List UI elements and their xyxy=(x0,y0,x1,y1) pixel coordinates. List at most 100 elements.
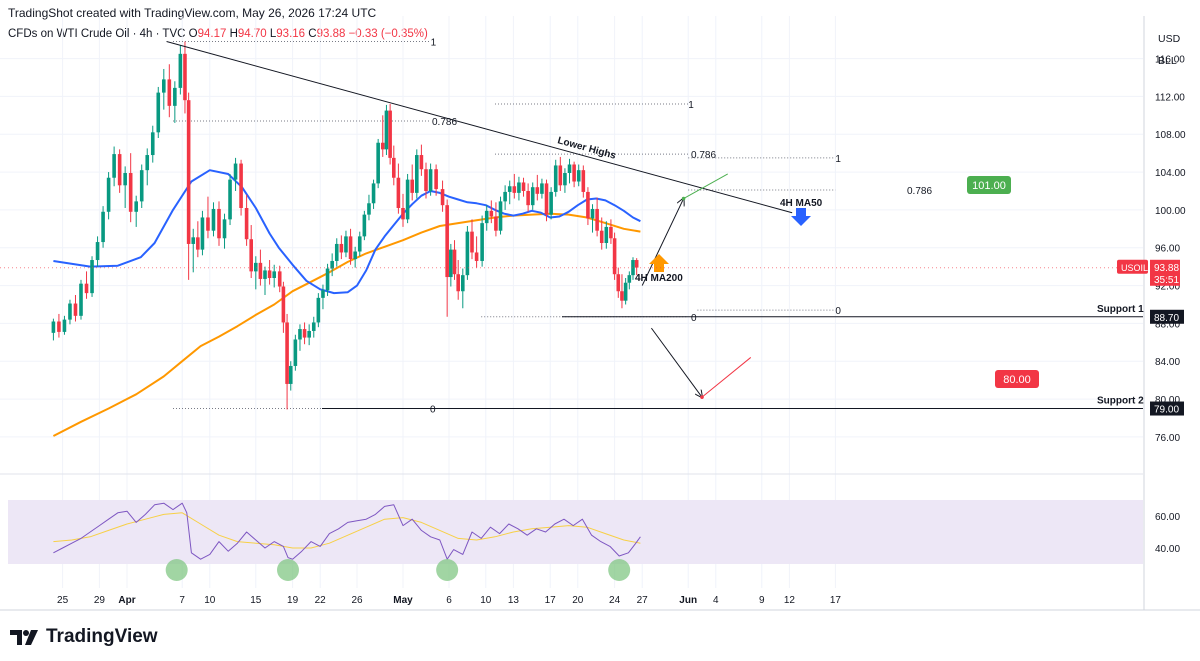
symbol-name[interactable]: CFDs on WTI Crude Oil · 4h · TVC xyxy=(8,28,186,40)
candle xyxy=(401,193,405,227)
symbol-info-line: CFDs on WTI Crude Oil · 4h · TVC O94.17 … xyxy=(8,28,428,40)
candle-body xyxy=(484,210,489,224)
candle xyxy=(434,164,438,196)
candle xyxy=(200,210,205,256)
fib-levels: 1 0.786 0 1 0.786 0 1 0.786 0 xyxy=(173,38,932,416)
candle xyxy=(334,238,339,267)
candle xyxy=(316,293,321,328)
candle-body xyxy=(549,191,553,215)
candle xyxy=(206,196,210,239)
target-box xyxy=(995,370,1039,388)
candle-body xyxy=(186,100,191,244)
candle xyxy=(567,158,572,184)
candle-body xyxy=(627,275,632,283)
candle xyxy=(79,279,83,320)
candle-body xyxy=(244,208,249,240)
fib-label: 1 xyxy=(688,100,694,111)
projection-line xyxy=(683,173,729,199)
candle xyxy=(604,221,609,249)
candle-body xyxy=(612,238,617,275)
time-tick-label: 12 xyxy=(784,595,796,606)
candle xyxy=(540,178,544,199)
open-value: 94.17 xyxy=(197,28,227,40)
rsi-oversold-circle xyxy=(608,559,631,581)
candle xyxy=(321,284,325,310)
candle-body xyxy=(106,177,111,212)
candle xyxy=(183,41,187,114)
lower-highs-label: Lower Highs xyxy=(556,135,617,162)
candle xyxy=(396,163,401,214)
ma200-annotation-label: 4H MA200 xyxy=(635,273,683,284)
candle-body xyxy=(544,183,549,215)
candle-body xyxy=(367,203,371,215)
candle-body xyxy=(249,239,253,272)
candle xyxy=(285,313,289,410)
candle-body xyxy=(521,182,526,191)
fib-label: 0 xyxy=(430,405,436,416)
candle-body xyxy=(101,211,105,243)
candle-body xyxy=(392,157,396,178)
candle-body xyxy=(590,208,595,219)
fib-label: 0.786 xyxy=(432,117,457,128)
candle xyxy=(348,228,353,265)
candle xyxy=(233,157,238,191)
candle-body xyxy=(586,191,590,219)
currency-usd[interactable]: USD xyxy=(1158,33,1181,45)
candle-body xyxy=(498,201,503,231)
candle xyxy=(599,217,604,250)
candle xyxy=(307,324,311,346)
usoil-badge xyxy=(1117,259,1148,274)
tradingview-logo[interactable]: TradingView xyxy=(10,626,158,648)
candle xyxy=(544,179,549,222)
candle xyxy=(222,213,227,249)
candle-body xyxy=(348,236,353,260)
candle xyxy=(449,243,453,287)
candle-body xyxy=(79,283,83,316)
candle xyxy=(428,163,433,196)
candle xyxy=(228,173,232,226)
candle-body xyxy=(156,92,161,133)
candle-body xyxy=(285,322,289,384)
candle xyxy=(590,204,595,233)
candle xyxy=(62,315,67,335)
candle xyxy=(517,176,521,201)
candle xyxy=(217,201,221,246)
support-price-label: 88.70 xyxy=(1154,313,1179,324)
candle xyxy=(452,240,457,280)
candle xyxy=(249,225,253,278)
ma200-up-arrow xyxy=(649,254,669,272)
currency-selector[interactable]: USD BLL xyxy=(1158,28,1180,72)
candle-body xyxy=(503,191,507,202)
time-tick-label: 17 xyxy=(830,595,842,606)
fib-label: 0.786 xyxy=(907,186,932,197)
candle xyxy=(474,236,479,268)
fib-label: 0 xyxy=(691,313,697,324)
time-tick-label: 20 xyxy=(572,595,584,606)
candle xyxy=(128,153,133,223)
price-tick-label: 108.00 xyxy=(1155,130,1186,141)
price-tick-label: 96.00 xyxy=(1155,244,1180,255)
price-tick-label: 88.00 xyxy=(1155,319,1180,330)
candle-body xyxy=(254,262,258,272)
candle-body xyxy=(517,182,521,193)
time-tick-label: 4 xyxy=(713,595,719,606)
candle-body xyxy=(128,173,133,212)
candle-body xyxy=(134,201,138,212)
target-label: 101.00 xyxy=(972,180,1006,192)
lower-highs-trendline xyxy=(166,41,793,214)
candle-body xyxy=(428,169,433,191)
candle-body xyxy=(277,271,282,287)
candle xyxy=(595,197,599,237)
candle-body xyxy=(302,329,307,338)
candle xyxy=(139,164,144,209)
usoil-badge-label: USOIL xyxy=(1121,263,1148,273)
time-tick-label: 9 xyxy=(759,595,765,606)
candle xyxy=(549,187,553,220)
rsi-tick-label: 60.00 xyxy=(1155,512,1180,523)
candle xyxy=(344,230,348,258)
fib-label: 0 xyxy=(835,306,841,317)
candle xyxy=(68,299,72,325)
candle xyxy=(445,199,449,317)
candle-body xyxy=(344,236,348,253)
